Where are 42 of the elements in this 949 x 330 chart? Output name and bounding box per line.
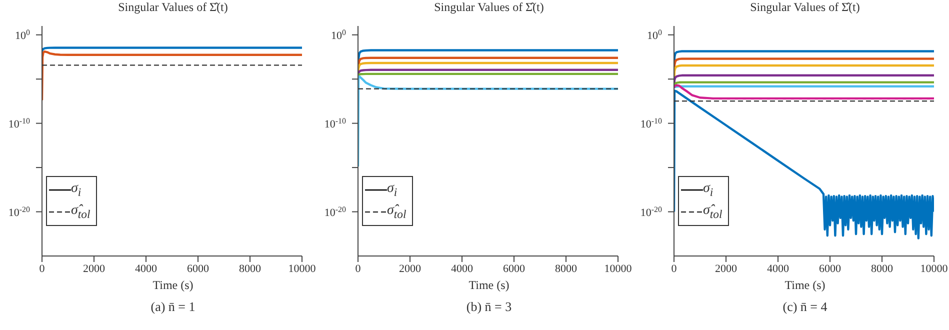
x-tick-label: 6000: [819, 262, 842, 275]
legend-label: σ̂$_{tol}$: [71, 203, 90, 221]
y-tick-label: 10$^{-10}$: [324, 116, 346, 130]
x-tick-label: 8000: [555, 262, 578, 275]
y-tick-label: 10$^{0}$: [647, 27, 662, 42]
legend-label: σ$_{i}$: [703, 181, 714, 199]
y-tick-label: 10$^{-10}$: [640, 116, 662, 130]
x-tick-label: 8000: [239, 262, 262, 275]
x-tick-label: 2000: [399, 262, 422, 275]
x-tick-label: 2000: [715, 262, 738, 275]
x-tick-label: 10000: [604, 262, 632, 275]
x-tick-label: 4000: [135, 262, 158, 275]
y-tick-label: 10$^{-20}$: [324, 204, 346, 219]
text: (a) n̄ = 1: [150, 299, 196, 315]
x-tick-label: 4000: [767, 262, 790, 275]
legend-label: σ$_{i}$: [387, 181, 398, 199]
legend-label: σ̂$_{tol}$: [703, 203, 722, 221]
y-tick-label: 10$^{-10}$: [8, 116, 30, 130]
text: (b) n̄ = 3: [465, 299, 513, 315]
y-tick-label: 10$^{0}$: [15, 27, 30, 42]
x-axis-title: Time (s): [784, 278, 826, 293]
chart-title: Singular Values of Σ̂(t): [749, 0, 861, 16]
chart-title: Singular Values of Σ̂(t): [433, 0, 545, 16]
y-tick-label: 10$^{-20}$: [8, 204, 30, 219]
x-tick-label: 10000: [920, 262, 948, 275]
chart-title: Singular Values of Σ̂(t): [117, 0, 229, 16]
y-tick-label: 10$^{0}$: [331, 27, 346, 42]
x-tick-label: 0: [355, 262, 362, 275]
text: (c) n̄ = 4: [782, 299, 828, 315]
x-tick-label: 6000: [503, 262, 526, 275]
x-tick-label: 10000: [288, 262, 316, 275]
x-tick-label: 2000: [83, 262, 106, 275]
x-axis-title: Time (s): [468, 278, 510, 293]
x-tick-label: 4000: [451, 262, 474, 275]
y-tick-label: 10$^{-20}$: [640, 204, 662, 219]
x-tick-label: 8000: [871, 262, 894, 275]
legend-label: σ$_{i}$: [71, 181, 82, 199]
x-tick-label: 0: [671, 262, 678, 275]
x-tick-label: 0: [39, 262, 46, 275]
x-tick-label: 6000: [187, 262, 210, 275]
legend-label: σ̂$_{tol}$: [387, 203, 406, 221]
x-axis-title: Time (s): [152, 278, 194, 293]
